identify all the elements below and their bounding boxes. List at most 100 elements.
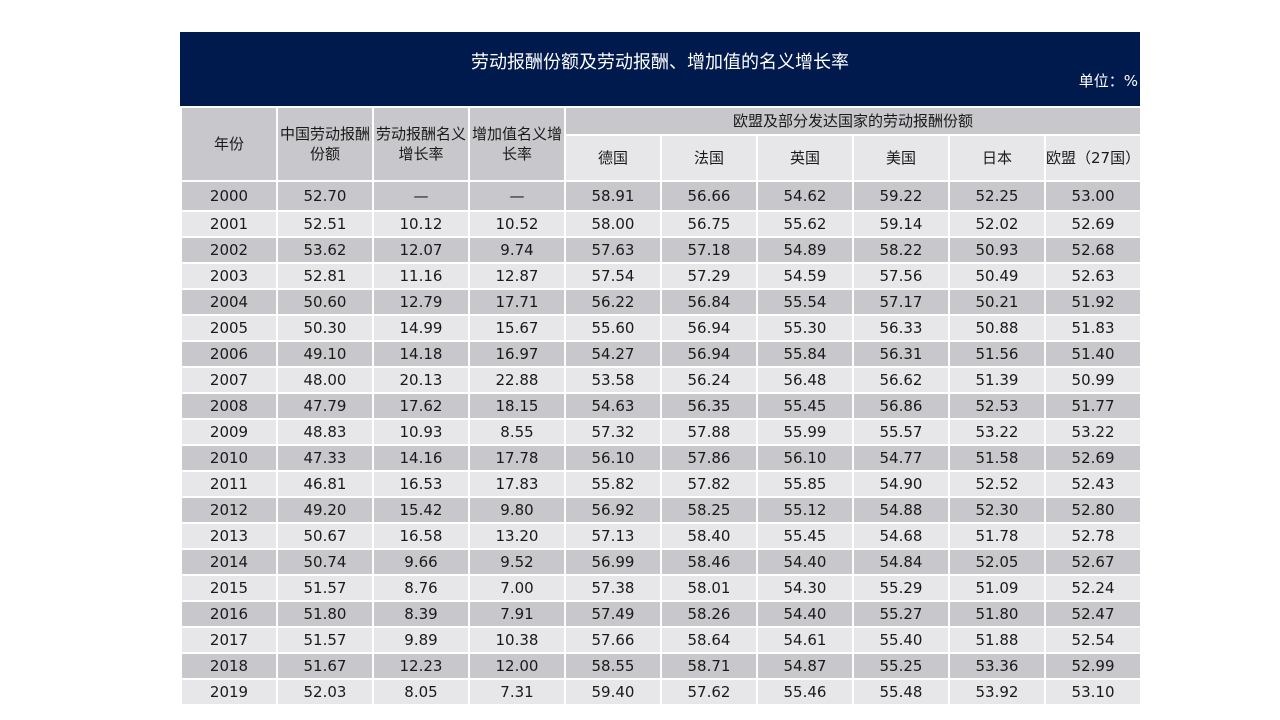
header-china-share: 中国劳动报酬份额 (276, 106, 374, 182)
value-cell: 52.53 (948, 392, 1046, 420)
value-cell: 50.21 (948, 288, 1046, 316)
value-cell: 58.40 (660, 522, 758, 550)
unit-label: 单位：% (1078, 72, 1138, 90)
value-cell: 56.94 (660, 314, 758, 342)
value-cell: 55.48 (852, 678, 950, 706)
year-cell: 2010 (180, 444, 278, 472)
value-cell: 57.86 (660, 444, 758, 472)
value-cell: 56.24 (660, 366, 758, 394)
value-cell: 57.56 (852, 262, 950, 290)
header-japan: 日本 (948, 134, 1046, 182)
value-cell: 56.66 (660, 180, 758, 212)
header-france: 法国 (660, 134, 758, 182)
header-uk: 英国 (756, 134, 854, 182)
value-cell: 51.92 (1043, 288, 1143, 316)
value-cell: 57.29 (660, 262, 758, 290)
value-cell: 55.54 (756, 288, 854, 316)
value-cell: 53.10 (1043, 678, 1143, 706)
value-cell: 52.67 (1043, 548, 1143, 576)
value-cell: 57.62 (660, 678, 758, 706)
value-cell: 50.99 (1043, 366, 1143, 394)
value-cell: 7.31 (468, 678, 566, 706)
year-cell: 2015 (180, 574, 278, 602)
table-body: 2000 52.70— —58.91 56.66 54.62 59.22 52.25 53.0… (180, 180, 1143, 706)
value-cell: 8.76 (372, 574, 470, 602)
value-cell: 57.17 (852, 288, 950, 316)
value-cell: 55.12 (756, 496, 854, 524)
value-cell: 56.10 (564, 444, 662, 472)
value-cell: 50.60 (276, 288, 374, 316)
value-cell: 58.46 (660, 548, 758, 576)
value-cell: 50.67 (276, 522, 374, 550)
value-cell: 58.71 (660, 652, 758, 680)
value-cell: — (468, 180, 566, 212)
value-cell: 54.90 (852, 470, 950, 498)
value-cell: 54.63 (564, 392, 662, 420)
value-cell: 9.66 (372, 548, 470, 576)
value-cell: 51.77 (1043, 392, 1143, 420)
value-cell: 10.52 (468, 210, 566, 238)
value-cell: 56.62 (852, 366, 950, 394)
year-cell: 2001 (180, 210, 278, 238)
value-cell: 51.57 (276, 574, 374, 602)
year-cell: 2012 (180, 496, 278, 524)
table-row: 2001 52.51 10.12 10.52 58.00 56.75 55.62 59.14 5… (180, 210, 1143, 238)
value-cell: 50.49 (948, 262, 1046, 290)
value-cell: 53.00 (1043, 180, 1143, 212)
value-cell: 57.82 (660, 470, 758, 498)
value-cell: 52.68 (1043, 236, 1143, 264)
value-cell: 12.07 (372, 236, 470, 264)
value-cell: 59.14 (852, 210, 950, 238)
value-cell: 16.53 (372, 470, 470, 498)
value-cell: 56.48 (756, 366, 854, 394)
value-cell: 47.79 (276, 392, 374, 420)
value-cell: 55.82 (564, 470, 662, 498)
value-cell: 55.27 (852, 600, 950, 628)
header-germany: 德国 (564, 134, 662, 182)
value-cell: 55.60 (564, 314, 662, 342)
value-cell: 57.63 (564, 236, 662, 264)
value-cell: 47.33 (276, 444, 374, 472)
year-cell: 2000 (180, 180, 278, 212)
value-cell: 54.88 (852, 496, 950, 524)
value-cell: 53.22 (948, 418, 1046, 446)
table-row: 2014 50.74 9.66 9.52 56.99 58.46 54.40 54.84 52.… (180, 548, 1143, 576)
value-cell: 51.39 (948, 366, 1046, 394)
value-cell: 50.93 (948, 236, 1046, 264)
value-cell: 52.30 (948, 496, 1046, 524)
value-cell: 10.12 (372, 210, 470, 238)
table-title: 劳动报酬份额及劳动报酬、增加值的名义增长率 (471, 52, 849, 73)
value-cell: 51.78 (948, 522, 1046, 550)
table-row: 2018 51.67 12.23 12.00 58.55 58.71 54.87 55.25 5… (180, 652, 1143, 680)
value-cell: 46.81 (276, 470, 374, 498)
value-cell: — (372, 180, 470, 212)
value-cell: 55.29 (852, 574, 950, 602)
table-row: 2013 50.67 16.58 13.20 57.13 58.40 55.45 54.68 5… (180, 522, 1143, 550)
value-cell: 52.47 (1043, 600, 1143, 628)
value-cell: 15.67 (468, 314, 566, 342)
value-cell: 14.16 (372, 444, 470, 472)
year-cell: 2007 (180, 366, 278, 394)
value-cell: 56.10 (756, 444, 854, 472)
value-cell: 9.89 (372, 626, 470, 654)
value-cell: 49.20 (276, 496, 374, 524)
value-cell: 56.35 (660, 392, 758, 420)
value-cell: 55.30 (756, 314, 854, 342)
value-cell: 48.83 (276, 418, 374, 446)
year-cell: 2014 (180, 548, 278, 576)
value-cell: 8.05 (372, 678, 470, 706)
year-cell: 2013 (180, 522, 278, 550)
value-cell: 54.84 (852, 548, 950, 576)
value-cell: 17.62 (372, 392, 470, 420)
year-cell: 2002 (180, 236, 278, 264)
year-cell: 2009 (180, 418, 278, 446)
value-cell: 13.20 (468, 522, 566, 550)
value-cell: 58.01 (660, 574, 758, 602)
value-cell: 7.00 (468, 574, 566, 602)
value-cell: 52.81 (276, 262, 374, 290)
table-row: 2010 47.33 14.16 17.78 56.10 57.86 56.10 54.77 5… (180, 444, 1143, 472)
year-cell: 2018 (180, 652, 278, 680)
value-cell: 59.22 (852, 180, 950, 212)
value-cell: 52.99 (1043, 652, 1143, 680)
year-cell: 2017 (180, 626, 278, 654)
